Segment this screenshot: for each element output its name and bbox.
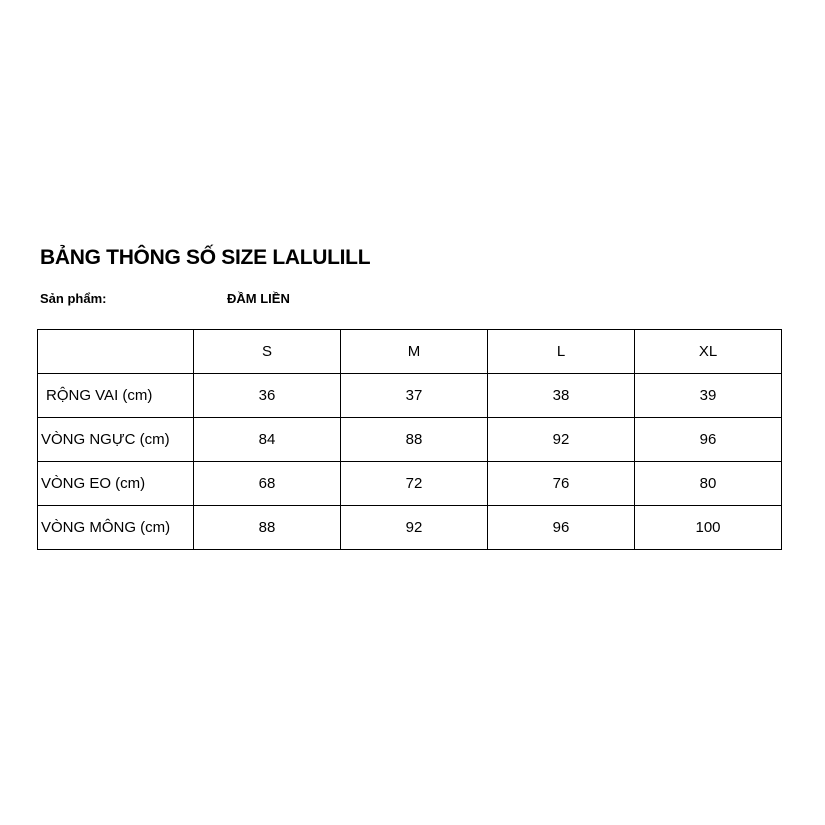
cell-value: 38 bbox=[487, 373, 635, 418]
cell-value: 88 bbox=[340, 417, 488, 462]
cell-value: 36 bbox=[193, 373, 341, 418]
cell-value: 92 bbox=[487, 417, 635, 462]
column-header: XL bbox=[634, 329, 782, 374]
column-header: M bbox=[340, 329, 488, 374]
cell-value: 92 bbox=[340, 505, 488, 550]
cell-value: 84 bbox=[193, 417, 341, 462]
table-row: VÒNG NGỰC (cm) 84 88 92 96 bbox=[37, 417, 782, 462]
column-header: S bbox=[193, 329, 341, 374]
row-label: VÒNG NGỰC (cm) bbox=[37, 417, 194, 462]
row-label: VÒNG MÔNG (cm) bbox=[37, 505, 194, 550]
cell-value: 39 bbox=[634, 373, 782, 418]
cell-value: 76 bbox=[487, 461, 635, 506]
cell-value: 96 bbox=[634, 417, 782, 462]
row-label: RỘNG VAI (cm) bbox=[37, 373, 194, 418]
row-label: VÒNG EO (cm) bbox=[37, 461, 194, 506]
cell-value: 100 bbox=[634, 505, 782, 550]
product-label: Sản phẩm: bbox=[40, 291, 107, 306]
cell-value: 96 bbox=[487, 505, 635, 550]
table-row: VÒNG EO (cm) 68 72 76 80 bbox=[37, 461, 782, 506]
cell-value: 72 bbox=[340, 461, 488, 506]
table-row: VÒNG MÔNG (cm) 88 92 96 100 bbox=[37, 505, 782, 550]
column-header bbox=[37, 329, 194, 374]
product-value: ĐẦM LIỀN bbox=[227, 291, 290, 306]
header-row: S M L XL bbox=[37, 329, 782, 374]
column-header: L bbox=[487, 329, 635, 374]
cell-value: 88 bbox=[193, 505, 341, 550]
cell-value: 68 bbox=[193, 461, 341, 506]
size-table: S M L XL RỘNG VAI (cm) 36 37 38 39 VÒNG NGỰC (cm)… bbox=[37, 329, 782, 550]
page-title: BẢNG THÔNG SỐ SIZE LALULILL bbox=[40, 246, 371, 269]
cell-value: 37 bbox=[340, 373, 488, 418]
cell-value: 80 bbox=[634, 461, 782, 506]
table-row: RỘNG VAI (cm) 36 37 38 39 bbox=[37, 373, 782, 418]
